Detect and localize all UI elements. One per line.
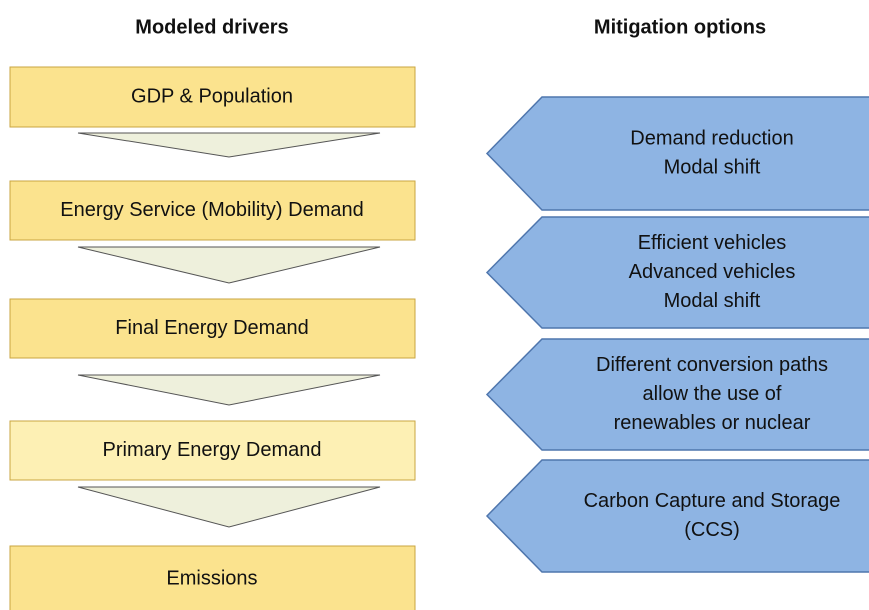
driver-box [9,66,416,128]
option-text: Different conversion paths [596,354,828,376]
driver-label: Energy Service (Mobility) Demand [60,199,363,221]
flow-arrow [77,246,381,284]
option-arrow [485,96,869,211]
driver-label: Final Energy Demand [115,317,308,339]
driver-label: Emissions [166,567,257,589]
header: Mitigation options [594,16,766,38]
option-text: Efficient vehicles [638,232,787,254]
option-text: Advanced vehicles [629,261,796,283]
header: Modeled drivers [135,16,288,38]
option-text: Carbon Capture and Storage [584,490,841,512]
option-text: Demand reduction [630,127,793,149]
driver-box [9,298,416,359]
flow-arrow [77,132,381,158]
driver-box [9,545,416,610]
option-text: allow the use of [643,383,782,405]
option-text: (CCS) [684,519,740,541]
option-text: renewables or nuclear [614,412,811,434]
option-arrow [485,216,869,329]
driver-box [9,180,416,241]
flow-arrow [77,374,381,406]
option-arrow [485,459,869,573]
driver-label: Primary Energy Demand [103,439,322,461]
driver-label: GDP & Population [131,85,293,107]
option-text: Modal shift [664,290,761,312]
option-text: Modal shift [664,156,761,178]
driver-box [9,420,416,481]
flow-arrow [77,486,381,528]
option-arrow [485,338,869,451]
